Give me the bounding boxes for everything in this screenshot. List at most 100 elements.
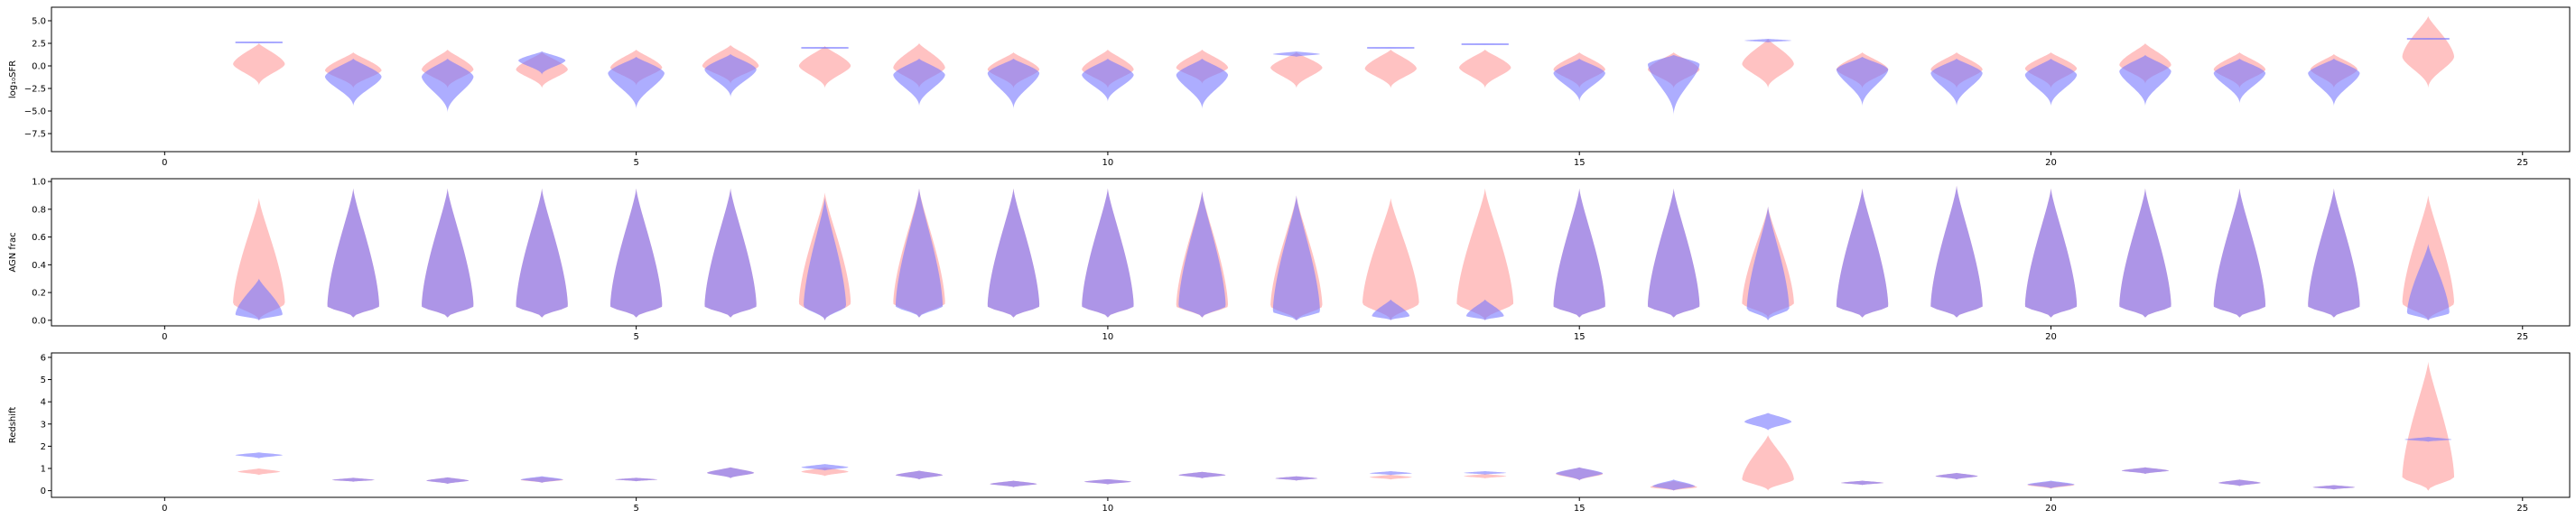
- y-axis-label: log₁₀SFR: [8, 60, 18, 98]
- y-tick-label: 0.2: [32, 289, 46, 299]
- violin-series1-x1: [233, 198, 285, 320]
- violin-series2-x24: [2404, 437, 2452, 442]
- y-tick-label: 5: [41, 375, 46, 385]
- violin-series2-x18: [1841, 480, 1884, 486]
- violin-series2-x1: [235, 278, 283, 320]
- x-tick-label: 10: [1102, 332, 1114, 342]
- violin-series2-x21: [2119, 55, 2171, 107]
- y-tick-label: 0.0: [32, 62, 46, 72]
- y-tick-label: 5.0: [32, 17, 46, 27]
- panels: 0 5 10 15 20 25−7.5−5.0−2.50.02.55.0log₁₀SFR0…: [8, 6, 2571, 514]
- violin-series2-x8: [893, 59, 945, 107]
- violin-series2-x23: [2308, 188, 2360, 318]
- violin-series2-x13: [1369, 470, 1412, 476]
- violin-series2-x9: [987, 188, 1040, 318]
- axes-frame: [51, 352, 2571, 498]
- violin-series2-x2: [324, 59, 382, 107]
- y-tick-label: 3: [41, 420, 46, 430]
- y-axis-label: Redshift: [8, 407, 18, 444]
- y-tick-label: 2.5: [32, 40, 46, 50]
- violin-series1-x13: [1364, 50, 1417, 88]
- x-tick-label: 20: [2045, 332, 2057, 342]
- violin-series2-x16: [1648, 55, 1700, 116]
- violin-series2-x3: [421, 59, 474, 113]
- x-tick-label: 10: [1102, 158, 1114, 168]
- violin-series2-x5: [615, 477, 658, 482]
- y-tick-label: 0.0: [32, 316, 46, 326]
- y-tick-label: 6: [41, 353, 46, 363]
- violin-series1-x14: [1464, 474, 1507, 479]
- violin-series1-x24: [2402, 361, 2455, 491]
- violin-series2-x8: [895, 470, 944, 480]
- violin-series2-x20: [2027, 480, 2075, 489]
- violin-series2-x2: [327, 188, 379, 318]
- panel-1: 0 5 10 15 20 25 −7.5 −5.0 −2.5 0.0 2.5 5.0 log₁₀SFR: [8, 6, 2571, 168]
- y-tick-label: 0.4: [32, 261, 46, 271]
- violin-series1-x1: [237, 468, 281, 476]
- violin-series2-x8: [895, 188, 944, 318]
- violin-series2-x18: [1836, 57, 1889, 107]
- violin-series1-x7: [801, 467, 849, 477]
- y-tick-label: 4: [41, 398, 46, 408]
- violin-series2-x12: [1272, 195, 1320, 320]
- violin-series2-x17: [1744, 412, 1792, 431]
- violin-series2-x19: [1930, 185, 1983, 318]
- axes-frame: [51, 178, 2571, 327]
- violin-series2-x15: [1553, 59, 1605, 102]
- violin-series2-x20: [2024, 188, 2078, 318]
- violin-series2-x21: [2119, 188, 2171, 318]
- x-tick-label: 20: [2045, 504, 2057, 514]
- violin-series2-x6: [704, 54, 757, 97]
- y-tick-label: 0.8: [32, 205, 46, 215]
- violin-series2-x22: [2213, 188, 2266, 318]
- violin-series2-x14: [1464, 470, 1507, 475]
- x-tick-label: 25: [2516, 504, 2528, 514]
- violin-series2-x11: [1178, 190, 1226, 318]
- y-tick-label: 1.0: [32, 178, 46, 188]
- violin-series2-x19: [1935, 472, 1978, 480]
- violin-series2-x11: [1178, 471, 1226, 479]
- violin-series1-x7: [798, 46, 851, 88]
- violin-series1-x17: [1742, 39, 1794, 88]
- x-tick-label: 25: [2516, 332, 2528, 342]
- violin-series2-x24: [2406, 244, 2450, 320]
- violin-series2-x2: [331, 477, 375, 482]
- violin-series2-x12: [1275, 476, 1318, 481]
- violins: [235, 361, 2455, 491]
- panel-2: 0 5 10 15 20 25 0.0 0.2 0.4 0.6 0.8 1.0 AGN frac: [8, 178, 2571, 342]
- violin-series2-x10: [1082, 188, 1134, 318]
- violin-series1-x13: [1369, 474, 1412, 480]
- y-tick-label: −2.5: [24, 85, 46, 95]
- y-axis-label: AGN frac: [8, 232, 18, 272]
- violin-series2-x9: [990, 480, 1037, 487]
- violin-series2-x17: [1744, 39, 1792, 42]
- violin-series1-x1: [233, 43, 285, 86]
- violin-series2-x23: [2308, 59, 2360, 107]
- violin-series1-x13: [1362, 198, 1419, 320]
- axes-frame: [51, 6, 2571, 153]
- violin-series2-x20: [2024, 59, 2078, 107]
- x-tick-label: 10: [1102, 504, 1114, 514]
- violin-series2-x10: [1082, 59, 1134, 102]
- x-tick-label: 5: [633, 158, 638, 168]
- x-tick-label: 15: [1574, 332, 1586, 342]
- y-tick-label: −7.5: [24, 130, 46, 140]
- violin-series2-x4: [518, 51, 566, 75]
- violin-series2-x3: [426, 477, 470, 485]
- violin-series2-x6: [706, 467, 755, 479]
- violin-series2-x4: [516, 188, 568, 318]
- violins: [233, 16, 2455, 116]
- x-tick-label: 0: [162, 332, 167, 342]
- violin-series2-x5: [609, 188, 663, 318]
- violin-series2-x3: [422, 188, 474, 318]
- x-tick-label: 15: [1574, 158, 1586, 168]
- violin-series2-x22: [2218, 479, 2261, 487]
- violin-series2-x9: [987, 59, 1040, 109]
- violin-series2-x16: [1652, 479, 1696, 491]
- violin-series2-x5: [608, 57, 665, 109]
- violin-series2-x18: [1836, 188, 1889, 318]
- violin-series1-x14: [1456, 188, 1514, 320]
- violin-series2-x7: [801, 464, 849, 471]
- violin-series2-x13: [1372, 299, 1410, 320]
